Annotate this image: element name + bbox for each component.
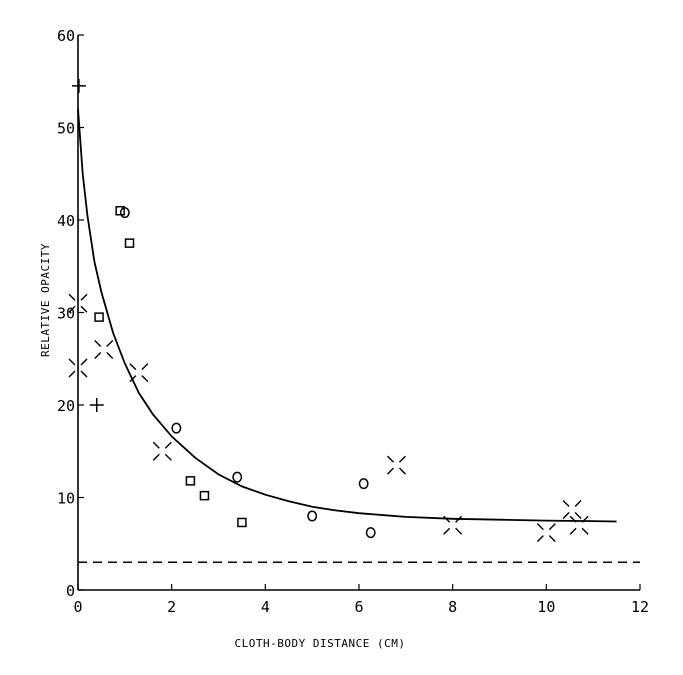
x-ticks: 0 2 4 6 8 10 12 xyxy=(73,584,649,616)
point-cross xyxy=(386,455,406,475)
point-cross xyxy=(94,340,114,359)
y-tick-label: 50 xyxy=(57,120,75,138)
x-tick-label: 12 xyxy=(631,598,649,616)
y-tick-label: 0 xyxy=(66,582,75,600)
x-tick-label: 8 xyxy=(448,598,457,616)
x-tick-label: 2 xyxy=(167,598,176,616)
point-square xyxy=(124,238,135,248)
x-tick-label: 0 xyxy=(73,598,82,616)
point-plus xyxy=(89,398,104,412)
axes xyxy=(77,35,640,591)
point-square xyxy=(115,206,125,216)
point-plus xyxy=(71,78,86,93)
x-axis-label: CLOTH-BODY DISTANCE (CM) xyxy=(235,637,406,650)
point-cross xyxy=(569,515,589,535)
point-circle xyxy=(171,422,182,434)
point-square xyxy=(199,490,210,501)
y-ticks: 0 10 20 30 40 50 60 xyxy=(57,27,84,600)
point-circle xyxy=(119,207,130,219)
y-tick-label: 60 xyxy=(57,27,75,45)
point-cross xyxy=(443,515,463,535)
point-cross xyxy=(152,441,172,461)
y-tick-label: 20 xyxy=(57,397,75,415)
y-tick-label: 30 xyxy=(57,305,75,323)
points-layer xyxy=(68,78,589,543)
point-square xyxy=(94,312,104,322)
y-axis-label: RELATIVE OPACITY xyxy=(39,243,52,357)
point-circle xyxy=(232,471,243,483)
fitted-curve xyxy=(77,108,617,523)
point-circle xyxy=(365,527,376,539)
point-cross xyxy=(129,363,149,383)
point-circle xyxy=(307,510,318,522)
point-cross xyxy=(68,358,88,378)
x-tick-label: 4 xyxy=(261,598,270,616)
point-square xyxy=(185,476,196,486)
point-cross xyxy=(68,293,88,313)
y-tick-label: 40 xyxy=(57,212,75,230)
x-tick-label: 6 xyxy=(354,598,363,616)
point-square xyxy=(237,517,247,528)
curve-layer xyxy=(77,108,617,523)
x-tick-label: 10 xyxy=(537,598,555,616)
point-cross xyxy=(562,500,582,520)
point-circle xyxy=(358,478,369,490)
point-cross xyxy=(536,523,556,543)
y-tick-label: 10 xyxy=(57,490,75,508)
